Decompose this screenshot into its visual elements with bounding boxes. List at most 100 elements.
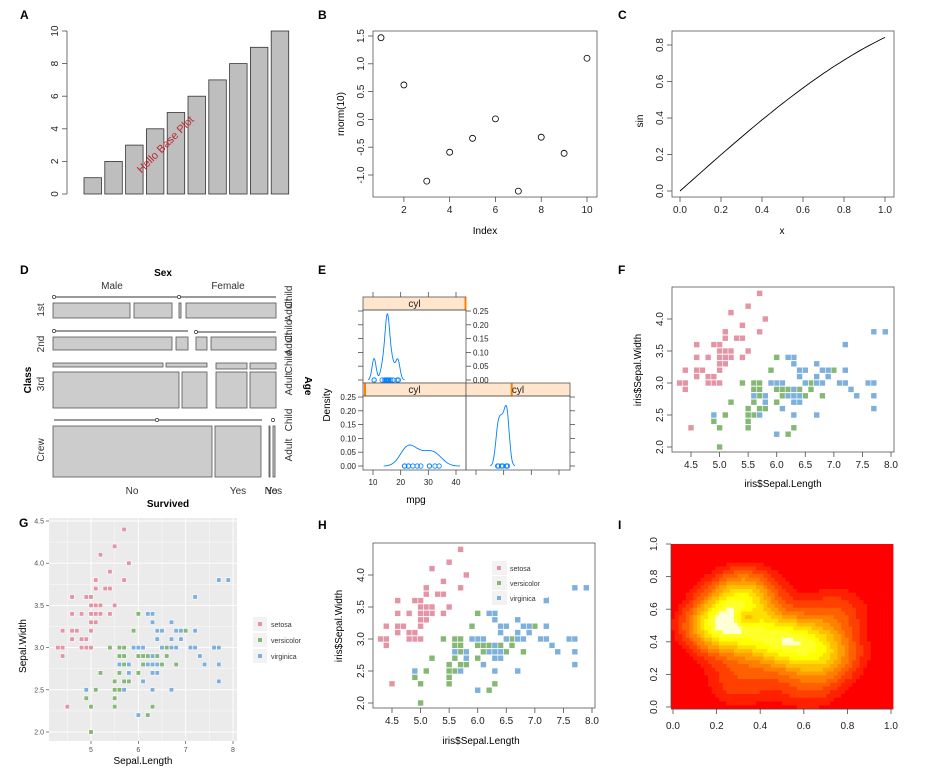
heatmap-cell: [852, 641, 857, 646]
data-point-setosa: [83, 594, 89, 600]
heatmap-cell: [782, 660, 787, 665]
heatmap-cell: [815, 656, 820, 661]
heatmap-cell: [785, 682, 790, 687]
y-tick-label: 1.0: [356, 56, 367, 70]
heatmap-cell: [674, 671, 679, 676]
heatmap-cell: [752, 544, 757, 549]
data-point-versicolor: [88, 729, 94, 735]
heatmap-cell: [859, 701, 864, 706]
heatmap-cell: [830, 622, 835, 627]
heatmap-cell: [848, 660, 853, 665]
heatmap-cell: [819, 585, 824, 590]
heatmap-cell: [759, 604, 764, 609]
heatmap-cell: [715, 637, 720, 642]
data-point-setosa: [681, 366, 689, 374]
heatmap-cell: [800, 604, 805, 609]
heatmap-cell: [767, 559, 772, 564]
heatmap-cell: [815, 660, 820, 665]
heatmap-cell: [752, 671, 757, 676]
heatmap-cell: [748, 690, 753, 695]
heatmap-cell: [859, 641, 864, 646]
heatmap-cell: [759, 694, 764, 699]
heatmap-cell: [785, 619, 790, 624]
heatmap-cell: [678, 701, 683, 706]
heatmap-cell: [889, 547, 894, 552]
heatmap-cell: [722, 611, 727, 616]
data-point-setosa: [382, 622, 390, 630]
heatmap-cell: [770, 566, 775, 571]
heatmap-cell: [837, 645, 842, 650]
heatmap-cell: [841, 544, 846, 549]
heatmap-cell: [722, 559, 727, 564]
data-point-setosa: [69, 636, 75, 642]
heatmap-cell: [848, 686, 853, 691]
heatmap-cell: [774, 634, 779, 639]
x-tick-label: 0.2: [710, 721, 724, 732]
heatmap-cell: [745, 649, 750, 654]
heatmap-cell: [785, 559, 790, 564]
heatmap-cell: [711, 544, 716, 549]
heatmap-cell: [811, 615, 816, 620]
heatmap-cell: [696, 675, 701, 680]
heatmap-cell: [752, 626, 757, 631]
heatmap-cell: [745, 592, 750, 597]
heatmap-cell: [782, 705, 787, 710]
heatmap-cell: [833, 675, 838, 680]
mosaic-tile: [195, 336, 208, 351]
heatmap-cell: [685, 630, 690, 635]
heatmap-cell: [804, 562, 809, 567]
data-point-setosa: [405, 610, 413, 617]
heatmap-cell: [785, 611, 790, 616]
heatmap-cell: [841, 694, 846, 699]
data-point-versicolor: [121, 653, 127, 659]
data-point-versicolor: [710, 418, 718, 425]
data-point-versicolor: [773, 354, 781, 361]
heatmap-cell: [874, 589, 879, 594]
heatmap-cell: [696, 697, 701, 702]
heatmap-cell: [863, 611, 868, 616]
heatmap-cell: [878, 701, 883, 706]
zero-cell-marker: [271, 418, 275, 422]
heatmap-cell: [763, 637, 768, 642]
heatmap-cell: [759, 544, 764, 549]
heatmap-cell: [863, 547, 868, 552]
rug-point: [426, 463, 433, 469]
heatmap-cell: [782, 641, 787, 646]
heatmap-cell: [789, 652, 794, 657]
y-tick-label: 3.0: [655, 376, 666, 390]
heatmap-cell: [700, 547, 705, 552]
x-tick-label: 7.0: [528, 716, 542, 727]
heatmap-cell: [804, 585, 809, 590]
y-tick-label: 0.00: [473, 376, 489, 385]
heatmap-cell: [671, 686, 676, 691]
heatmap-cell: [782, 570, 787, 575]
heatmap-cell: [815, 604, 820, 609]
heatmap-cell: [715, 682, 720, 687]
heatmap-cell: [796, 705, 801, 710]
heatmap-cell: [789, 694, 794, 699]
heatmap-cell: [719, 562, 724, 567]
heatmap-cell: [696, 570, 701, 575]
heatmap-cell: [696, 660, 701, 665]
heatmap-cell: [874, 697, 879, 702]
heatmap-cell: [711, 555, 716, 560]
heatmap-cell: [741, 607, 746, 612]
heatmap-cell: [822, 652, 827, 657]
data-point-versicolor: [445, 667, 453, 675]
heatmap-cell: [748, 682, 753, 687]
data-point-virginica: [761, 398, 769, 406]
heatmap-cell: [833, 682, 838, 687]
data-point-versicolor: [149, 704, 156, 710]
heatmap-cell: [763, 547, 768, 552]
top-label-female: Female: [211, 281, 245, 292]
heatmap-cell: [674, 577, 679, 582]
heatmap-cell: [745, 637, 750, 642]
heatmap-cell: [789, 574, 794, 579]
data-point-setosa: [83, 645, 89, 651]
heatmap-cell: [759, 637, 764, 642]
heatmap-cell: [819, 675, 824, 680]
data-point-versicolor: [135, 670, 141, 676]
mosaic-tile: [52, 362, 164, 368]
heatmap-cell: [748, 634, 753, 639]
heatmap-cell: [756, 600, 761, 605]
